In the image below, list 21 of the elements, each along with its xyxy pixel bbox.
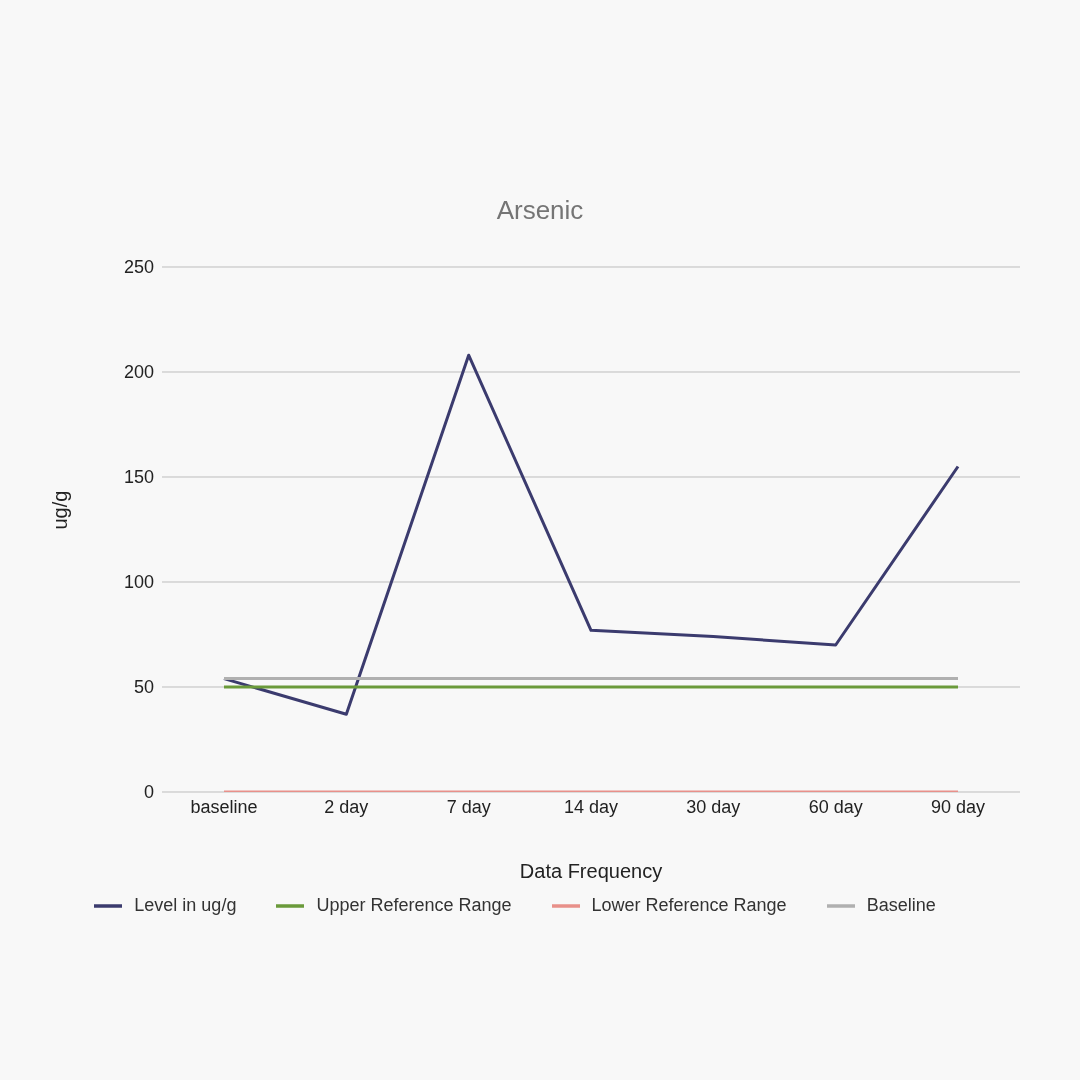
y-axis-title: ug/g [49,490,72,530]
y-tick-label: 150 [123,467,154,488]
legend-label: Level in ug/g [134,894,237,915]
x-tick-label: baseline [190,796,258,817]
y-tick-label: 200 [123,362,154,383]
line-series [222,353,960,716]
x-axis-title: Data Frequency [519,860,663,882]
y-tick-label: 250 [123,257,154,278]
y-tick-label: 100 [123,572,154,593]
y-tick-label: 0 [143,782,154,803]
x-tick-label: 60 day [808,796,863,817]
legend-label: Upper Reference Range [316,894,512,915]
x-tick-label: 30 day [686,796,741,817]
x-tick-label: 7 day [446,796,491,817]
chart-title: Arsenic [495,195,585,226]
legend-label: Baseline [866,894,936,915]
legend-label: Lower Reference Range [591,894,787,915]
x-tick-label: 90 day [930,796,986,817]
y-tick-label: 50 [133,677,154,698]
x-tick-label: 14 day [563,796,619,817]
x-tick-label: 2 day [324,796,369,817]
